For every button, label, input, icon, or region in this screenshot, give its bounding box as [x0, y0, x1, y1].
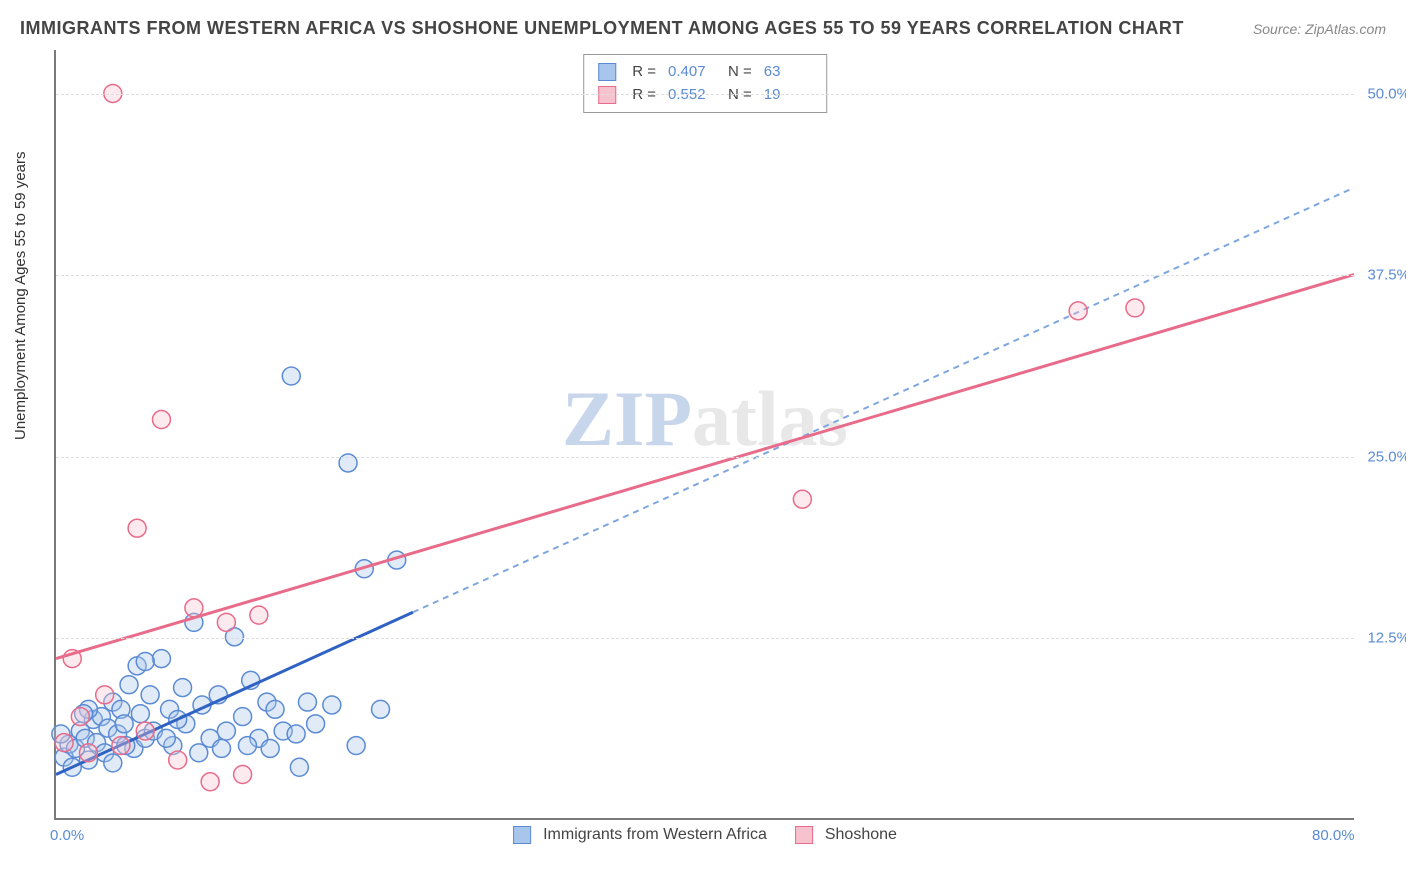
- data-point: [234, 766, 252, 784]
- data-point: [282, 367, 300, 385]
- data-point: [190, 744, 208, 762]
- x-tick-label: 80.0%: [1312, 827, 1355, 844]
- data-point: [152, 411, 170, 429]
- data-point: [347, 737, 365, 755]
- legend-swatch: [795, 826, 813, 844]
- data-point: [1069, 302, 1087, 320]
- data-point: [307, 715, 325, 733]
- data-point: [152, 650, 170, 668]
- data-point: [213, 739, 231, 757]
- x-tick-label: 0.0%: [50, 827, 84, 844]
- data-point: [185, 599, 203, 617]
- data-point: [372, 700, 390, 718]
- data-point: [299, 693, 317, 711]
- data-point: [287, 725, 305, 743]
- y-tick-label: 37.5%: [1367, 267, 1406, 284]
- data-point: [71, 708, 89, 726]
- data-point: [55, 734, 73, 752]
- series-legend-label: Shoshone: [825, 826, 897, 844]
- y-tick-label: 50.0%: [1367, 85, 1406, 102]
- data-point: [323, 696, 341, 714]
- series-legend-item: Shoshone: [795, 826, 897, 844]
- data-point: [141, 686, 159, 704]
- y-tick-label: 12.5%: [1367, 630, 1406, 647]
- series-legend: Immigrants from Western Africa Shoshone: [513, 826, 897, 844]
- scatter-svg: [56, 50, 1354, 818]
- data-point: [250, 606, 268, 624]
- data-point: [112, 737, 130, 755]
- y-tick-label: 25.0%: [1367, 448, 1406, 465]
- data-point: [234, 708, 252, 726]
- data-point: [217, 613, 235, 631]
- source-label: Source: ZipAtlas.com: [1253, 21, 1386, 37]
- data-point: [115, 715, 133, 733]
- data-point: [201, 773, 219, 791]
- gridline: [56, 275, 1354, 276]
- gridline: [56, 457, 1354, 458]
- data-point: [128, 519, 146, 537]
- y-axis-title: Unemployment Among Ages 55 to 59 years: [12, 151, 29, 440]
- data-point: [261, 739, 279, 757]
- legend-swatch: [513, 826, 531, 844]
- data-point: [290, 758, 308, 776]
- data-point: [238, 737, 256, 755]
- data-point: [96, 686, 114, 704]
- data-point: [136, 722, 154, 740]
- data-point: [266, 700, 284, 718]
- series-legend-label: Immigrants from Western Africa: [543, 826, 767, 844]
- data-point: [131, 705, 149, 723]
- series-legend-item: Immigrants from Western Africa: [513, 826, 767, 844]
- title-bar: IMMIGRANTS FROM WESTERN AFRICA VS SHOSHO…: [20, 18, 1386, 39]
- trend-line: [56, 275, 1354, 659]
- gridline: [56, 94, 1354, 95]
- data-point: [174, 679, 192, 697]
- plot-area: ZIPatlas R =0.407N =63R =0.552N =19 Immi…: [54, 50, 1354, 820]
- chart-title: IMMIGRANTS FROM WESTERN AFRICA VS SHOSHO…: [20, 18, 1184, 39]
- trend-line-dashed: [413, 188, 1354, 613]
- data-point: [157, 729, 175, 747]
- data-point: [1126, 299, 1144, 317]
- data-point: [217, 722, 235, 740]
- data-point: [169, 751, 187, 769]
- data-point: [104, 754, 122, 772]
- gridline: [56, 638, 1354, 639]
- data-point: [136, 653, 154, 671]
- data-point: [79, 744, 97, 762]
- data-point: [793, 490, 811, 508]
- data-point: [120, 676, 138, 694]
